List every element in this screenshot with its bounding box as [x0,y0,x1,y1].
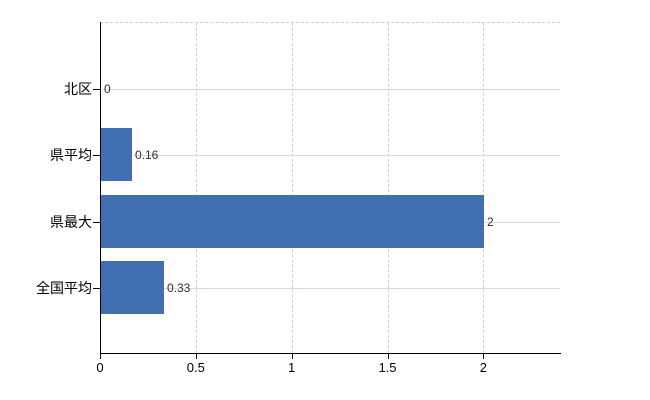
x-tick-label: 0.5 [186,360,205,375]
value-label: 2 [487,215,494,229]
value-label: 0 [104,82,111,96]
x-tick-label: 1 [288,360,296,375]
category-tick [93,288,100,289]
value-label: 0.16 [135,148,159,162]
vertical-gridline [291,23,293,353]
horizontal-gridline [101,89,560,90]
x-axis-line [100,353,561,354]
y-axis-line [100,22,101,353]
vertical-gridline [195,23,197,353]
x-tick-label: 1.5 [378,360,397,375]
x-axis-tick [483,354,485,359]
x-tick-label: 0 [96,360,104,375]
x-axis-tick [195,354,197,359]
category-tick [93,222,100,223]
vertical-gridline [387,23,389,353]
value-label: 0.33 [167,281,191,295]
category-label: 北区 [64,81,92,97]
x-axis-tick [387,354,389,359]
horizontal-gridline [101,288,560,289]
category-label: 県最大 [50,214,92,230]
vertical-gridline [483,23,485,353]
category-label: 県平均 [50,147,92,163]
plot-top-border [100,22,560,23]
bar [101,195,484,248]
category-tick [93,155,100,156]
x-axis-tick [291,354,293,359]
category-tick [93,89,100,90]
bar [101,128,132,181]
x-tick-label: 2 [479,360,487,375]
x-axis-tick [100,354,101,359]
bar [101,261,164,314]
horizontal-gridline [101,155,560,156]
category-label: 全国平均 [36,280,92,296]
